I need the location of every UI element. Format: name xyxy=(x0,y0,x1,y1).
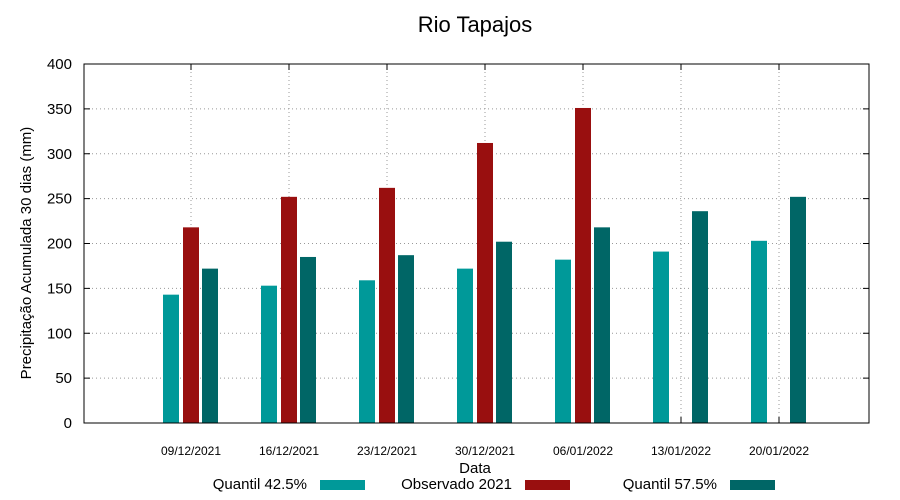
y-axis-label: Precipitação Acumulada 30 dias (mm) xyxy=(18,127,35,380)
x-tick-label: 16/12/2021 xyxy=(259,444,319,458)
bar xyxy=(379,187,395,423)
bar xyxy=(281,196,297,423)
y-tick-label: 350 xyxy=(47,101,72,118)
chart-title: Rio Tapajos xyxy=(418,12,533,37)
legend-swatch xyxy=(730,480,775,490)
bar xyxy=(163,294,179,423)
bar xyxy=(398,255,414,423)
bar xyxy=(183,227,199,423)
y-axis-ticks: 0 50 100 150 200 250 300 350 400 xyxy=(47,56,869,432)
y-tick-label: 50 xyxy=(55,370,72,387)
bar xyxy=(594,227,610,423)
x-tick-label: 23/12/2021 xyxy=(357,444,417,458)
bar xyxy=(653,251,669,423)
bar xyxy=(261,285,277,423)
y-tick-label: 300 xyxy=(47,146,72,163)
legend-swatch xyxy=(525,480,570,490)
legend-label: Observado 2021 xyxy=(401,476,512,493)
x-tick-label: 20/01/2022 xyxy=(749,444,809,458)
plot-frame xyxy=(83,63,870,424)
bar xyxy=(496,241,512,423)
bar xyxy=(555,259,571,423)
y-tick-label: 0 xyxy=(64,415,72,432)
gridlines xyxy=(84,64,869,423)
bars xyxy=(163,107,806,424)
x-tick-label: 30/12/2021 xyxy=(455,444,515,458)
x-tick-label: 13/01/2022 xyxy=(651,444,711,458)
bar xyxy=(692,211,708,423)
bar xyxy=(790,196,806,423)
bar xyxy=(751,240,767,423)
bar xyxy=(457,268,473,423)
y-tick-label: 200 xyxy=(47,236,72,253)
y-tick-label: 150 xyxy=(47,280,72,297)
y-tick-label: 100 xyxy=(47,325,72,342)
x-axis-ticks: 09/12/2021 16/12/2021 23/12/2021 30/12/2021… xyxy=(161,64,809,458)
legend-label: Quantil 42.5% xyxy=(213,476,307,493)
y-tick-label: 400 xyxy=(47,56,72,73)
legend: Quantil 42.5% Observado 2021 Quantil 57.5% xyxy=(213,476,775,493)
x-tick-label: 09/12/2021 xyxy=(161,444,221,458)
legend-label: Quantil 57.5% xyxy=(623,476,717,493)
x-tick-label: 06/01/2022 xyxy=(553,444,613,458)
bar xyxy=(477,142,493,424)
x-axis-label: Data xyxy=(459,460,491,477)
bar xyxy=(359,280,375,423)
bar xyxy=(575,107,591,423)
y-tick-label: 250 xyxy=(47,191,72,208)
legend-swatch xyxy=(320,480,365,490)
bar xyxy=(300,256,316,423)
bar xyxy=(202,268,218,423)
